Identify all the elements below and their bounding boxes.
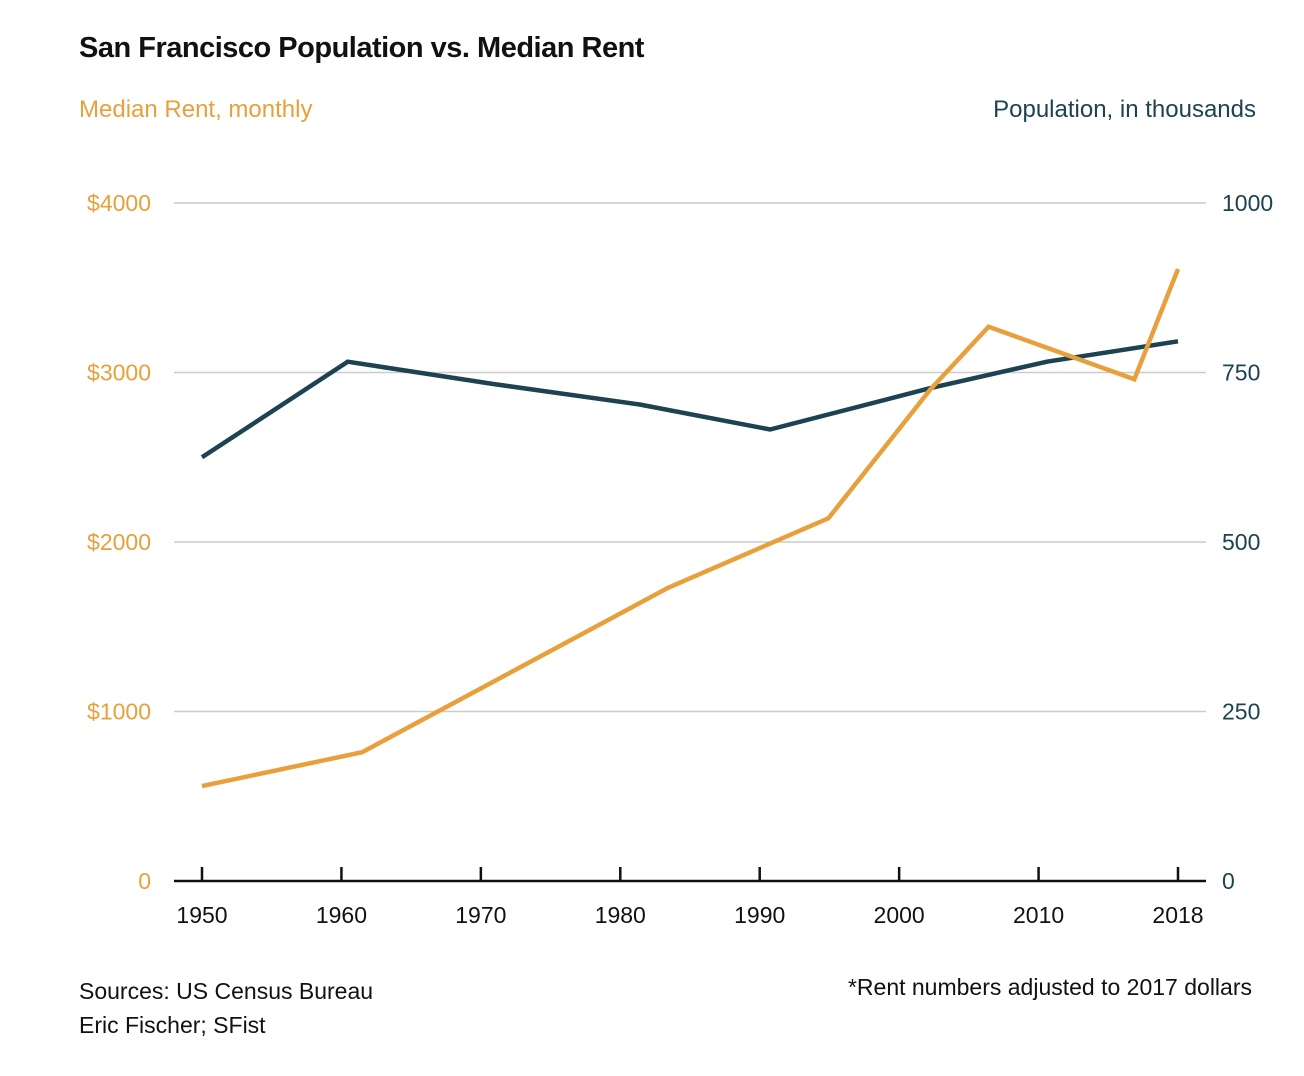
sources-line-1: Sources: US Census Bureau xyxy=(79,978,374,1004)
left-tick-label: $4000 xyxy=(87,190,151,216)
x-tick-label: 1960 xyxy=(316,902,367,928)
left-tick-label: $2000 xyxy=(87,529,151,555)
right-tick-label: 500 xyxy=(1222,529,1260,555)
right-tick-label: 1000 xyxy=(1222,190,1273,216)
left-tick-label: $1000 xyxy=(87,699,151,725)
right-tick-label: 250 xyxy=(1222,699,1260,725)
right-tick-label: 0 xyxy=(1222,868,1235,894)
population-line xyxy=(200,339,1179,460)
sources-note: Sources: US Census Bureau Eric Fischer; … xyxy=(79,974,373,1042)
x-tick-label: 1950 xyxy=(176,902,227,928)
chart-title: San Francisco Population vs. Median Rent xyxy=(79,32,644,64)
x-tick-label: 2000 xyxy=(874,902,925,928)
x-tick-label: 1970 xyxy=(455,902,506,928)
x-tick-label: 1990 xyxy=(734,902,785,928)
x-tick-label: 1980 xyxy=(595,902,646,928)
right-axis-label: Population, in thousands xyxy=(993,96,1256,123)
x-tick-label: 2018 xyxy=(1152,902,1203,928)
adjustment-note: *Rent numbers adjusted to 2017 dollars xyxy=(847,974,1252,1000)
sources-line-2: Eric Fischer; SFist xyxy=(79,1012,266,1038)
right-tick-label: 750 xyxy=(1222,360,1260,386)
left-axis-label: Median Rent, monthly xyxy=(79,96,313,123)
median-rent-line xyxy=(201,268,1181,789)
left-tick-label: $3000 xyxy=(87,360,151,386)
left-tick-label: 0 xyxy=(138,868,151,894)
x-tick-label: 2010 xyxy=(1013,902,1064,928)
